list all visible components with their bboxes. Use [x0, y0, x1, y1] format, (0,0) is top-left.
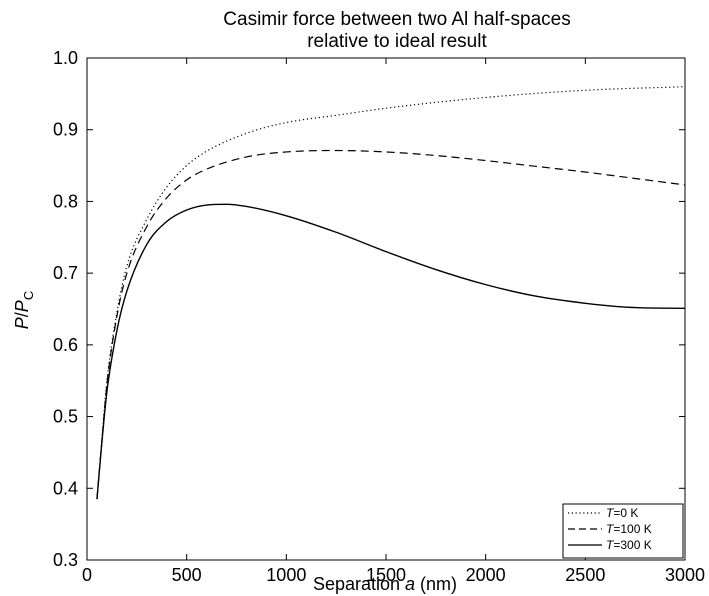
chart-title-line-2: relative to ideal result — [307, 31, 487, 52]
x-tick-label: 1500 — [366, 565, 406, 585]
x-tick-label: 0 — [82, 565, 92, 585]
legend-label-t0: T=0 K — [606, 506, 638, 520]
legend-label-t100: T=100 K — [606, 522, 652, 536]
x-axis-label-prefix: Separation — [313, 574, 405, 594]
y-axis-label: P/PC — [12, 291, 36, 329]
x-tick-label: 3000 — [665, 565, 705, 585]
legend-box — [562, 503, 684, 559]
chart-title-line-1: Casimir force between two Al half-spaces — [223, 9, 570, 30]
y-tick-label: 1.0 — [53, 48, 78, 68]
y-axis-label-denominator: P — [12, 300, 32, 312]
series-layer — [96, 86, 686, 500]
x-tick-label: 2500 — [565, 565, 605, 585]
series-line-t-0-k — [96, 86, 686, 500]
y-tick-label: 0.6 — [53, 335, 78, 355]
legend-label-t0-rest: =0 K — [613, 506, 638, 520]
legend-label-t300-var: T — [606, 538, 615, 552]
y-tick-label: 0.3 — [53, 550, 78, 570]
legend-label-t100-var: T — [606, 522, 615, 536]
y-tick-label: 0.9 — [53, 120, 78, 140]
y-tick-label: 0.4 — [53, 478, 78, 498]
ticks-layer: 0 500 1000 1500 2000 2500 3000 0.3 0.4 0.5 0.6 0.7 0… — [53, 48, 705, 585]
y-tick-label: 0.8 — [53, 191, 78, 211]
y-tick-label: 0.7 — [53, 263, 78, 283]
plot-frame — [86, 57, 686, 561]
y-axis-label-subscript: C — [21, 291, 36, 300]
y-tick-label: 0.5 — [53, 407, 78, 427]
legend: T=0 K T=100 K T=300 K — [562, 503, 684, 559]
legend-label-t300: T=300 K — [606, 538, 652, 552]
x-tick-label: 2000 — [466, 565, 506, 585]
legend-label-t300-rest: =300 K — [613, 538, 651, 552]
x-tick-label: 500 — [172, 565, 202, 585]
x-axis-label-suffix: (nm) — [415, 574, 457, 594]
x-axis-label-variable: a — [405, 574, 415, 594]
y-axis-label-numerator: P — [12, 317, 32, 329]
y-axis-label-slash: / — [12, 312, 32, 317]
legend-label-t0-var: T — [606, 506, 615, 520]
series-line-t-100-k — [96, 149, 686, 500]
x-axis-label: Separation a (nm) — [313, 574, 457, 594]
series-line-t-300-k — [96, 203, 686, 500]
legend-label-t100-rest: =100 K — [613, 522, 651, 536]
x-tick-label: 1000 — [266, 565, 306, 585]
